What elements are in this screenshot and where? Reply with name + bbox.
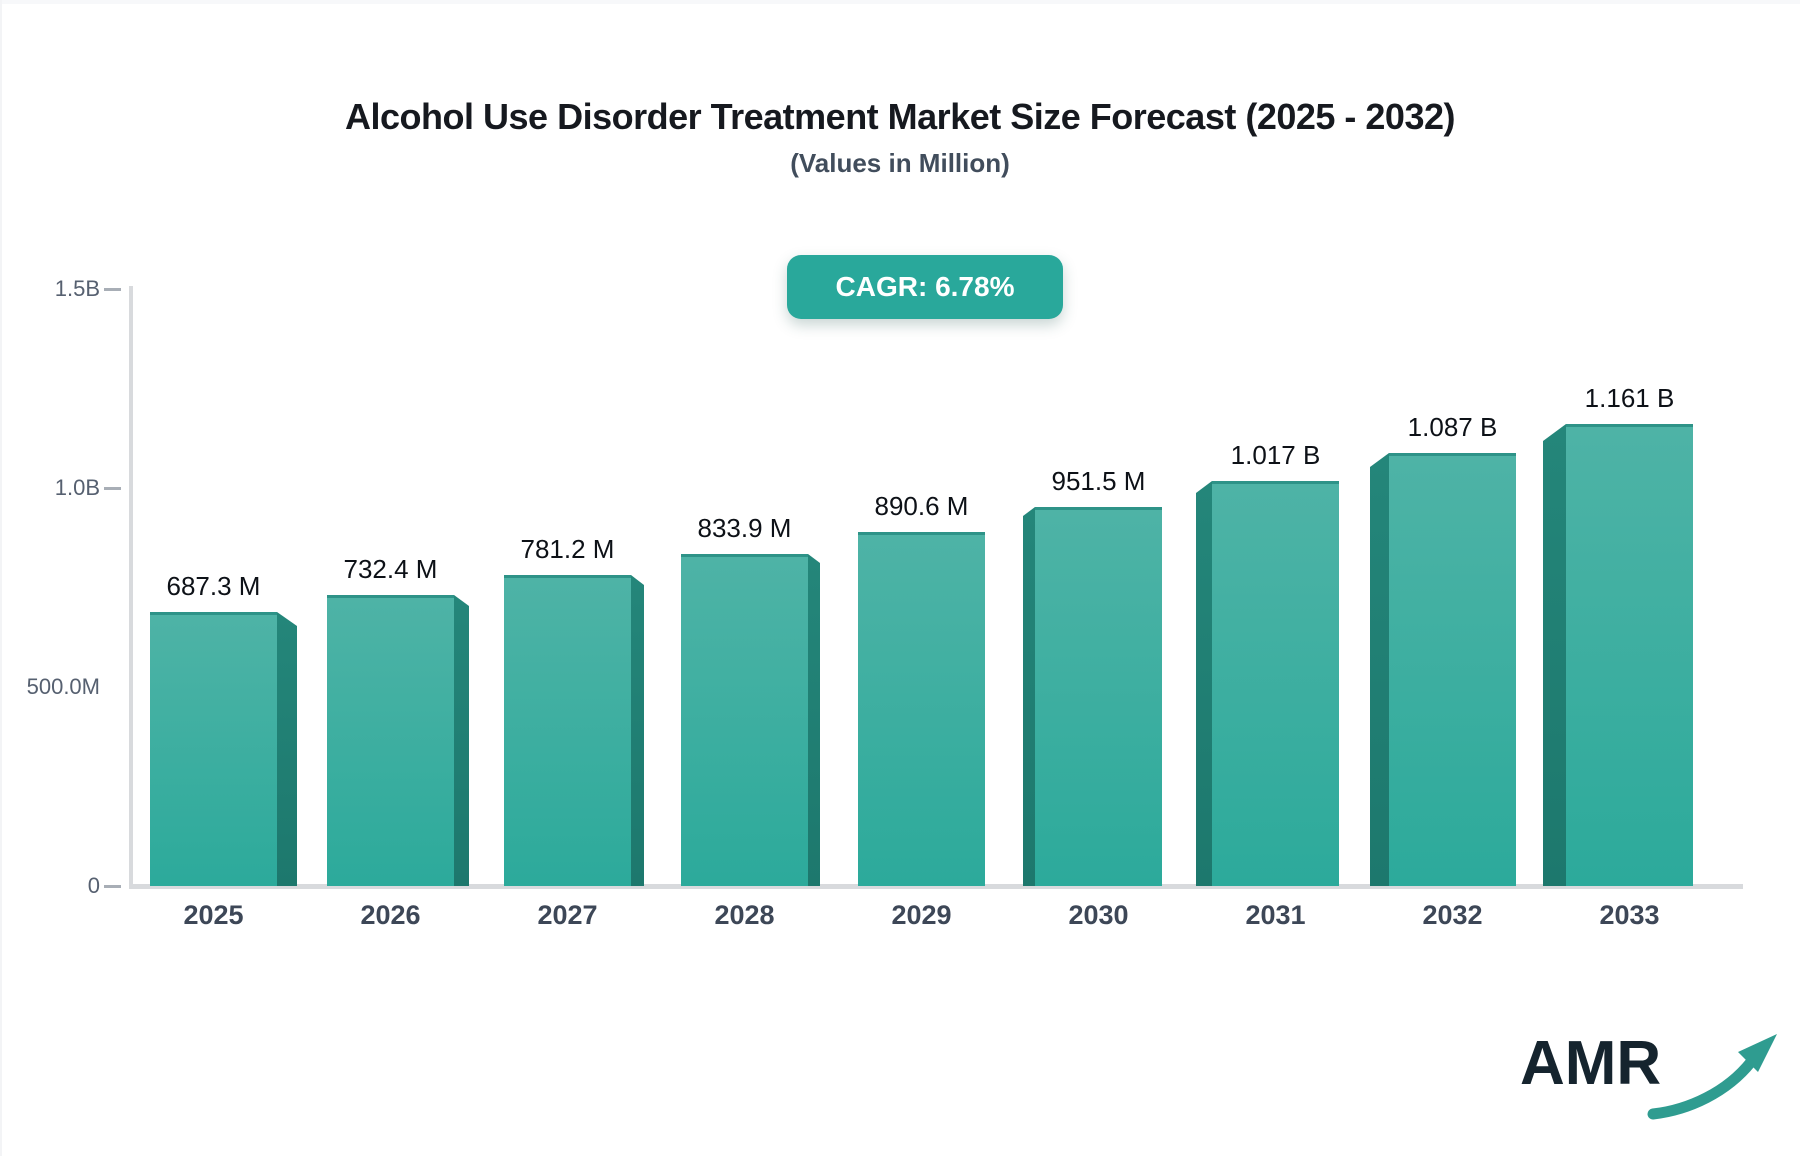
value-label-2026: 732.4 M [343,554,438,584]
bar-2025 [150,612,277,886]
bar-side-2031 [1196,481,1212,886]
x-tick-label-2028: 2028 [714,900,775,930]
bar-side-2028 [808,554,820,886]
cagr-badge: CAGR: 6.78% [787,255,1063,319]
amr-logo: AMR [1520,1028,1797,1122]
y-tick-mark [104,288,121,291]
bar-side-2032 [1370,453,1389,886]
y-tick-label: 1.0B [54,475,100,500]
bar-side-2025 [277,612,297,886]
x-tick-label-2029: 2029 [891,900,952,930]
y-tick-mark [104,487,121,490]
growth-arrow-icon [1647,1034,1778,1120]
value-label-2027: 781.2 M [520,534,615,564]
bar-2029 [858,532,985,886]
y-axis-line [129,286,133,886]
value-label-2032: 1.087 B [1407,412,1498,442]
bar-side-2033 [1543,424,1566,886]
bar-2031 [1212,481,1339,886]
y-tick-label: 0 [87,873,100,898]
left-edge-divider [0,0,2,1156]
bar-2030 [1035,507,1162,886]
x-tick-label-2032: 2032 [1422,900,1483,930]
x-tick-label-2031: 2031 [1245,900,1306,930]
value-label-2033: 1.161 B [1584,383,1675,413]
value-label-2030: 951.5 M [1051,466,1146,496]
value-label-2028: 833.9 M [697,513,792,543]
amr-logo-text: AMR [1520,1029,1662,1098]
value-label-2025: 687.3 M [166,571,261,601]
x-tick-label-2033: 2033 [1599,900,1660,930]
bar-side-2027 [631,575,644,886]
bar-2027 [504,575,631,886]
top-edge-divider [0,0,1800,4]
value-label-2029: 890.6 M [874,491,969,521]
y-tick-label: 1.5B [54,276,100,301]
bar-2026 [327,595,454,886]
bar-2033 [1566,424,1693,886]
x-tick-label-2025: 2025 [183,900,244,930]
y-tick-mark [104,885,121,888]
x-tick-label-2027: 2027 [537,900,598,930]
x-tick-label-2030: 2030 [1068,900,1129,930]
value-label-2031: 1.017 B [1230,440,1321,470]
bar-2028 [681,554,808,886]
chart-subtitle: (Values in Million) [790,148,1010,178]
chart-title: Alcohol Use Disorder Treatment Market Si… [345,96,1455,137]
bar-2032 [1389,453,1516,886]
x-axis-baseline [129,884,1743,889]
x-tick-label-2026: 2026 [360,900,421,930]
y-tick-label: 500.0M [26,674,100,699]
bar-side-2030 [1023,507,1035,886]
bar-side-2026 [454,595,469,886]
